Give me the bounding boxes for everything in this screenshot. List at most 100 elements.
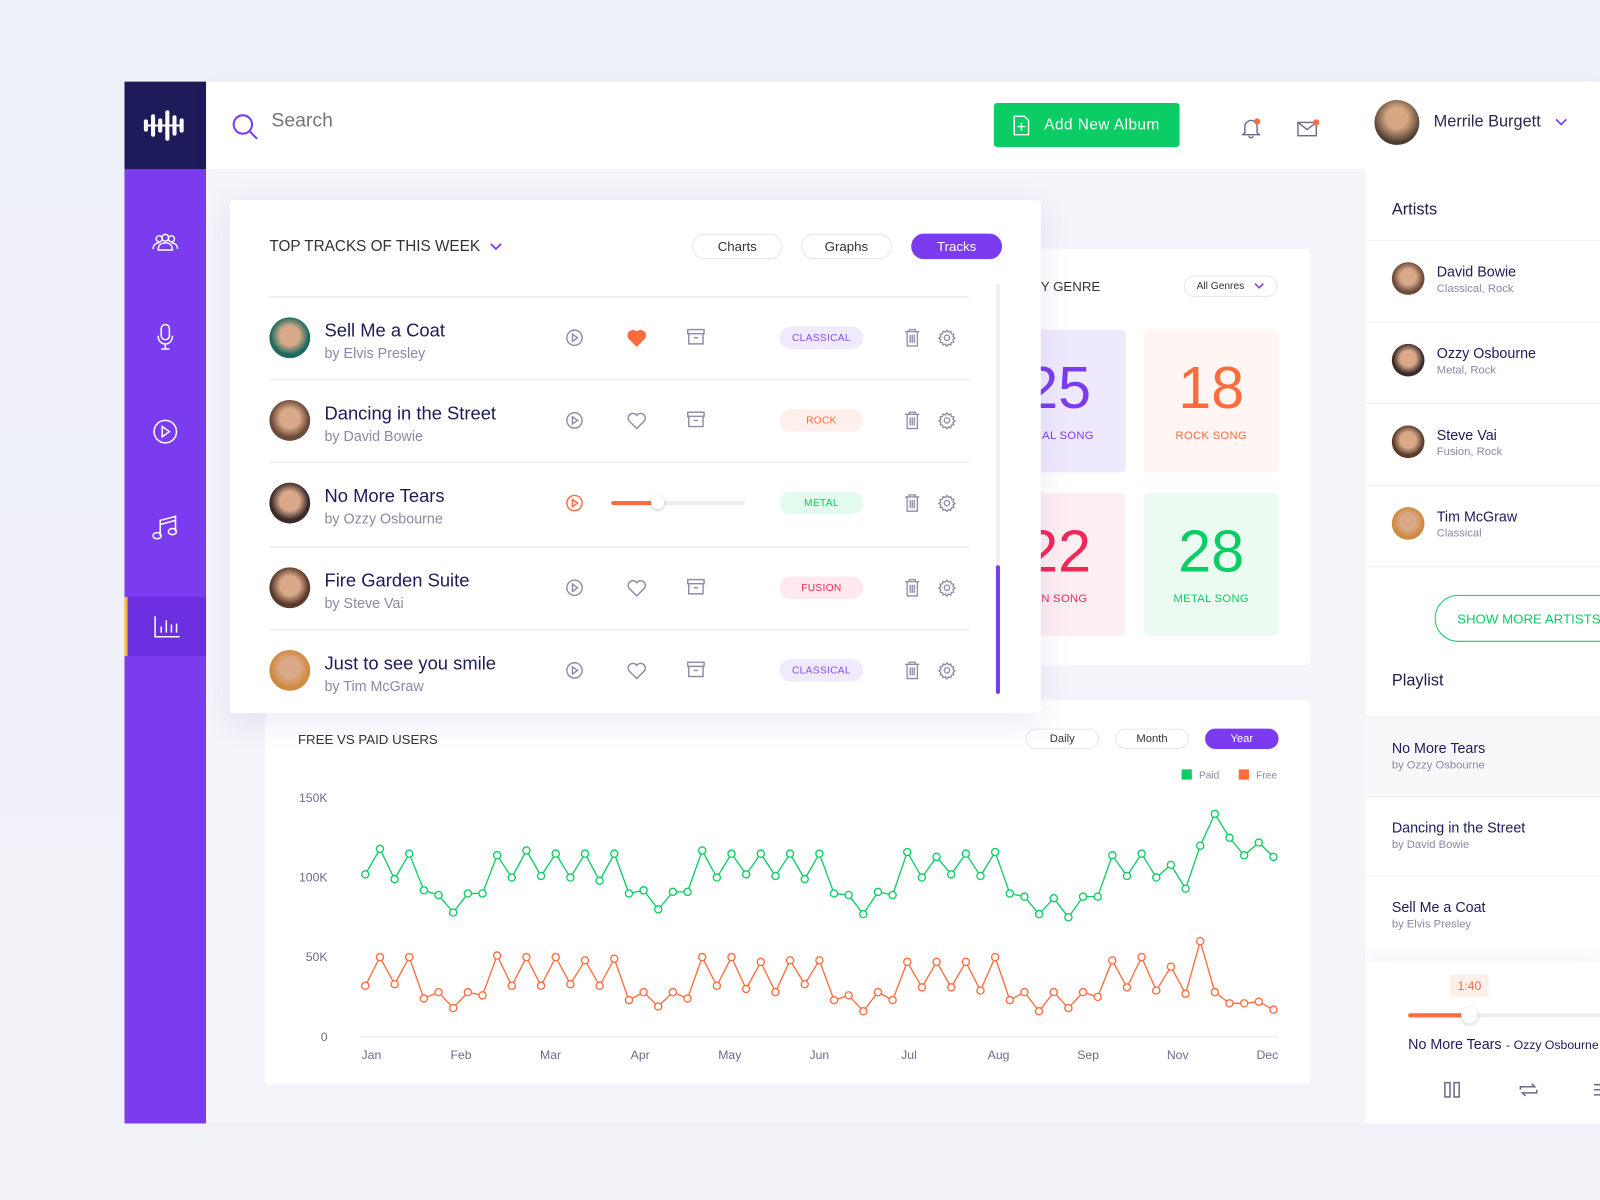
settings-gear-icon[interactable] [937, 494, 957, 513]
trash-icon[interactable] [904, 328, 920, 347]
data-point-paid [595, 876, 604, 885]
data-point-free [932, 957, 941, 967]
heart-icon[interactable] [627, 661, 647, 680]
sidebar-item-play[interactable] [124, 402, 206, 461]
artist-list-item[interactable]: David Bowie Classical, Rock [1365, 239, 1600, 322]
heart-icon[interactable] [627, 411, 647, 430]
data-point-paid [815, 849, 824, 858]
player-progress-handle[interactable] [1461, 1007, 1478, 1024]
data-point-paid [1166, 860, 1176, 870]
notifications-button[interactable] [1241, 116, 1263, 144]
artist-list-item[interactable]: Tim McGraw Classical [1365, 484, 1600, 567]
genre-tile-metal[interactable]: 28 METAL SONG [1143, 492, 1279, 636]
data-point-paid [683, 887, 692, 897]
play-icon[interactable] [565, 579, 583, 597]
data-point-paid [1020, 892, 1029, 901]
trash-icon[interactable] [904, 411, 920, 430]
data-point-paid [1108, 851, 1117, 860]
genre-tile-rock[interactable]: 18 ROCK SONG [1143, 329, 1279, 473]
track-row[interactable]: No More Tears by Ozzy Osbourne METAL [269, 461, 970, 543]
track-title[interactable]: Just to see you smile [324, 653, 496, 674]
range-year[interactable]: Year [1205, 728, 1279, 749]
track-title[interactable]: No More Tears [324, 485, 445, 507]
artist-avatar [269, 567, 311, 609]
genre-filter-dropdown[interactable]: All Genres [1183, 275, 1278, 297]
settings-gear-icon[interactable] [937, 661, 957, 680]
add-new-album-button[interactable]: Add New Album [993, 103, 1180, 147]
data-point-free [405, 952, 414, 962]
heart-icon[interactable] [627, 329, 647, 347]
data-point-free [844, 991, 853, 1000]
artist-list-item[interactable]: Steve Vai Fusion, Rock [1365, 403, 1600, 485]
trash-icon[interactable] [904, 494, 920, 512]
tab-tracks[interactable]: Tracks [911, 233, 1003, 260]
trash-icon[interactable] [904, 661, 920, 680]
data-point-paid [785, 849, 795, 858]
data-point-free [1254, 997, 1264, 1006]
archive-icon[interactable] [687, 578, 705, 596]
trash-icon[interactable] [904, 578, 920, 597]
data-point-paid [712, 873, 722, 882]
app-logo[interactable] [124, 81, 207, 170]
data-point-paid [1049, 894, 1058, 903]
play-icon[interactable] [565, 411, 583, 429]
sidebar-item-artists[interactable] [124, 213, 206, 272]
user-menu[interactable]: Merrile Burgett [1374, 99, 1567, 145]
playlist-item[interactable]: Dancing in the Street by David Bowie [1365, 795, 1600, 878]
top-tracks-dropdown[interactable]: TOP TRACKS OF THIS WEEK [269, 238, 503, 255]
artist-avatar [1391, 343, 1425, 377]
data-point-paid [566, 873, 575, 882]
data-point-free [888, 995, 897, 1005]
track-row[interactable]: Just to see you smile by Tim McGraw CLAS… [269, 628, 970, 711]
data-point-free [873, 987, 883, 997]
settings-gear-icon[interactable] [937, 328, 957, 347]
data-point-paid [610, 849, 619, 858]
track-title[interactable]: Sell Me a Coat [324, 320, 445, 341]
playlist-item[interactable]: Sell Me a Coat by Elvis Presley [1365, 875, 1600, 958]
artist-list-item[interactable]: Ozzy Osbourne Metal, Rock [1365, 321, 1600, 403]
legend-swatch-paid [1181, 769, 1192, 780]
track-row[interactable]: Sell Me a Coat by Elvis Presley CLASSICA… [269, 295, 970, 378]
tab-graphs[interactable]: Graphs [801, 233, 892, 260]
sidebar-item-stats[interactable] [124, 596, 207, 657]
data-point-paid [800, 874, 809, 884]
data-point-paid [946, 870, 956, 879]
data-point-paid [624, 889, 634, 898]
archive-icon[interactable] [687, 660, 705, 678]
play-icon[interactable] [565, 661, 583, 679]
play-icon[interactable] [565, 494, 583, 512]
playlist-item[interactable]: No More Tears by Ozzy Osbourne [1365, 716, 1600, 798]
heart-icon[interactable] [627, 579, 647, 597]
show-more-artists-button[interactable]: SHOW MORE ARTISTS [1434, 594, 1600, 642]
data-point-free [771, 987, 780, 997]
tracks-scrollbar-track[interactable] [995, 283, 1000, 694]
range-month[interactable]: Month [1115, 728, 1189, 749]
pause-icon[interactable] [1443, 1080, 1463, 1100]
track-title[interactable]: Dancing in the Street [324, 403, 497, 424]
play-icon[interactable] [565, 329, 583, 347]
messages-button[interactable] [1296, 118, 1323, 144]
data-point-free [624, 995, 634, 1005]
range-daily[interactable]: Daily [1025, 728, 1099, 749]
archive-icon[interactable] [687, 410, 705, 428]
sidebar-item-music[interactable] [124, 498, 206, 557]
settings-gear-icon[interactable] [937, 578, 957, 597]
track-progress-slider[interactable] [611, 495, 745, 510]
track-row[interactable]: Fire Garden Suite by Steve Vai FUSION [269, 545, 970, 628]
data-point-free [507, 981, 517, 991]
tracks-scrollbar-thumb[interactable] [995, 565, 1000, 694]
search-icon[interactable] [231, 112, 260, 141]
tab-charts[interactable]: Charts [691, 233, 783, 260]
data-point-free [785, 956, 795, 965]
track-title[interactable]: Fire Garden Suite [324, 570, 470, 591]
repeat-icon[interactable] [1517, 1080, 1539, 1100]
player-progress-bar[interactable] [1408, 1007, 1600, 1024]
sidebar-item-microphone[interactable] [124, 307, 206, 366]
playlist-icon[interactable] [1592, 1080, 1600, 1100]
archive-icon[interactable] [687, 328, 705, 346]
settings-gear-icon[interactable] [937, 411, 957, 430]
y-tick-label: 50K [306, 950, 329, 964]
search-input[interactable] [271, 110, 680, 133]
track-row[interactable]: Dancing in the Street by David Bowie ROC… [269, 378, 970, 461]
x-tick-label: May [718, 1048, 742, 1062]
